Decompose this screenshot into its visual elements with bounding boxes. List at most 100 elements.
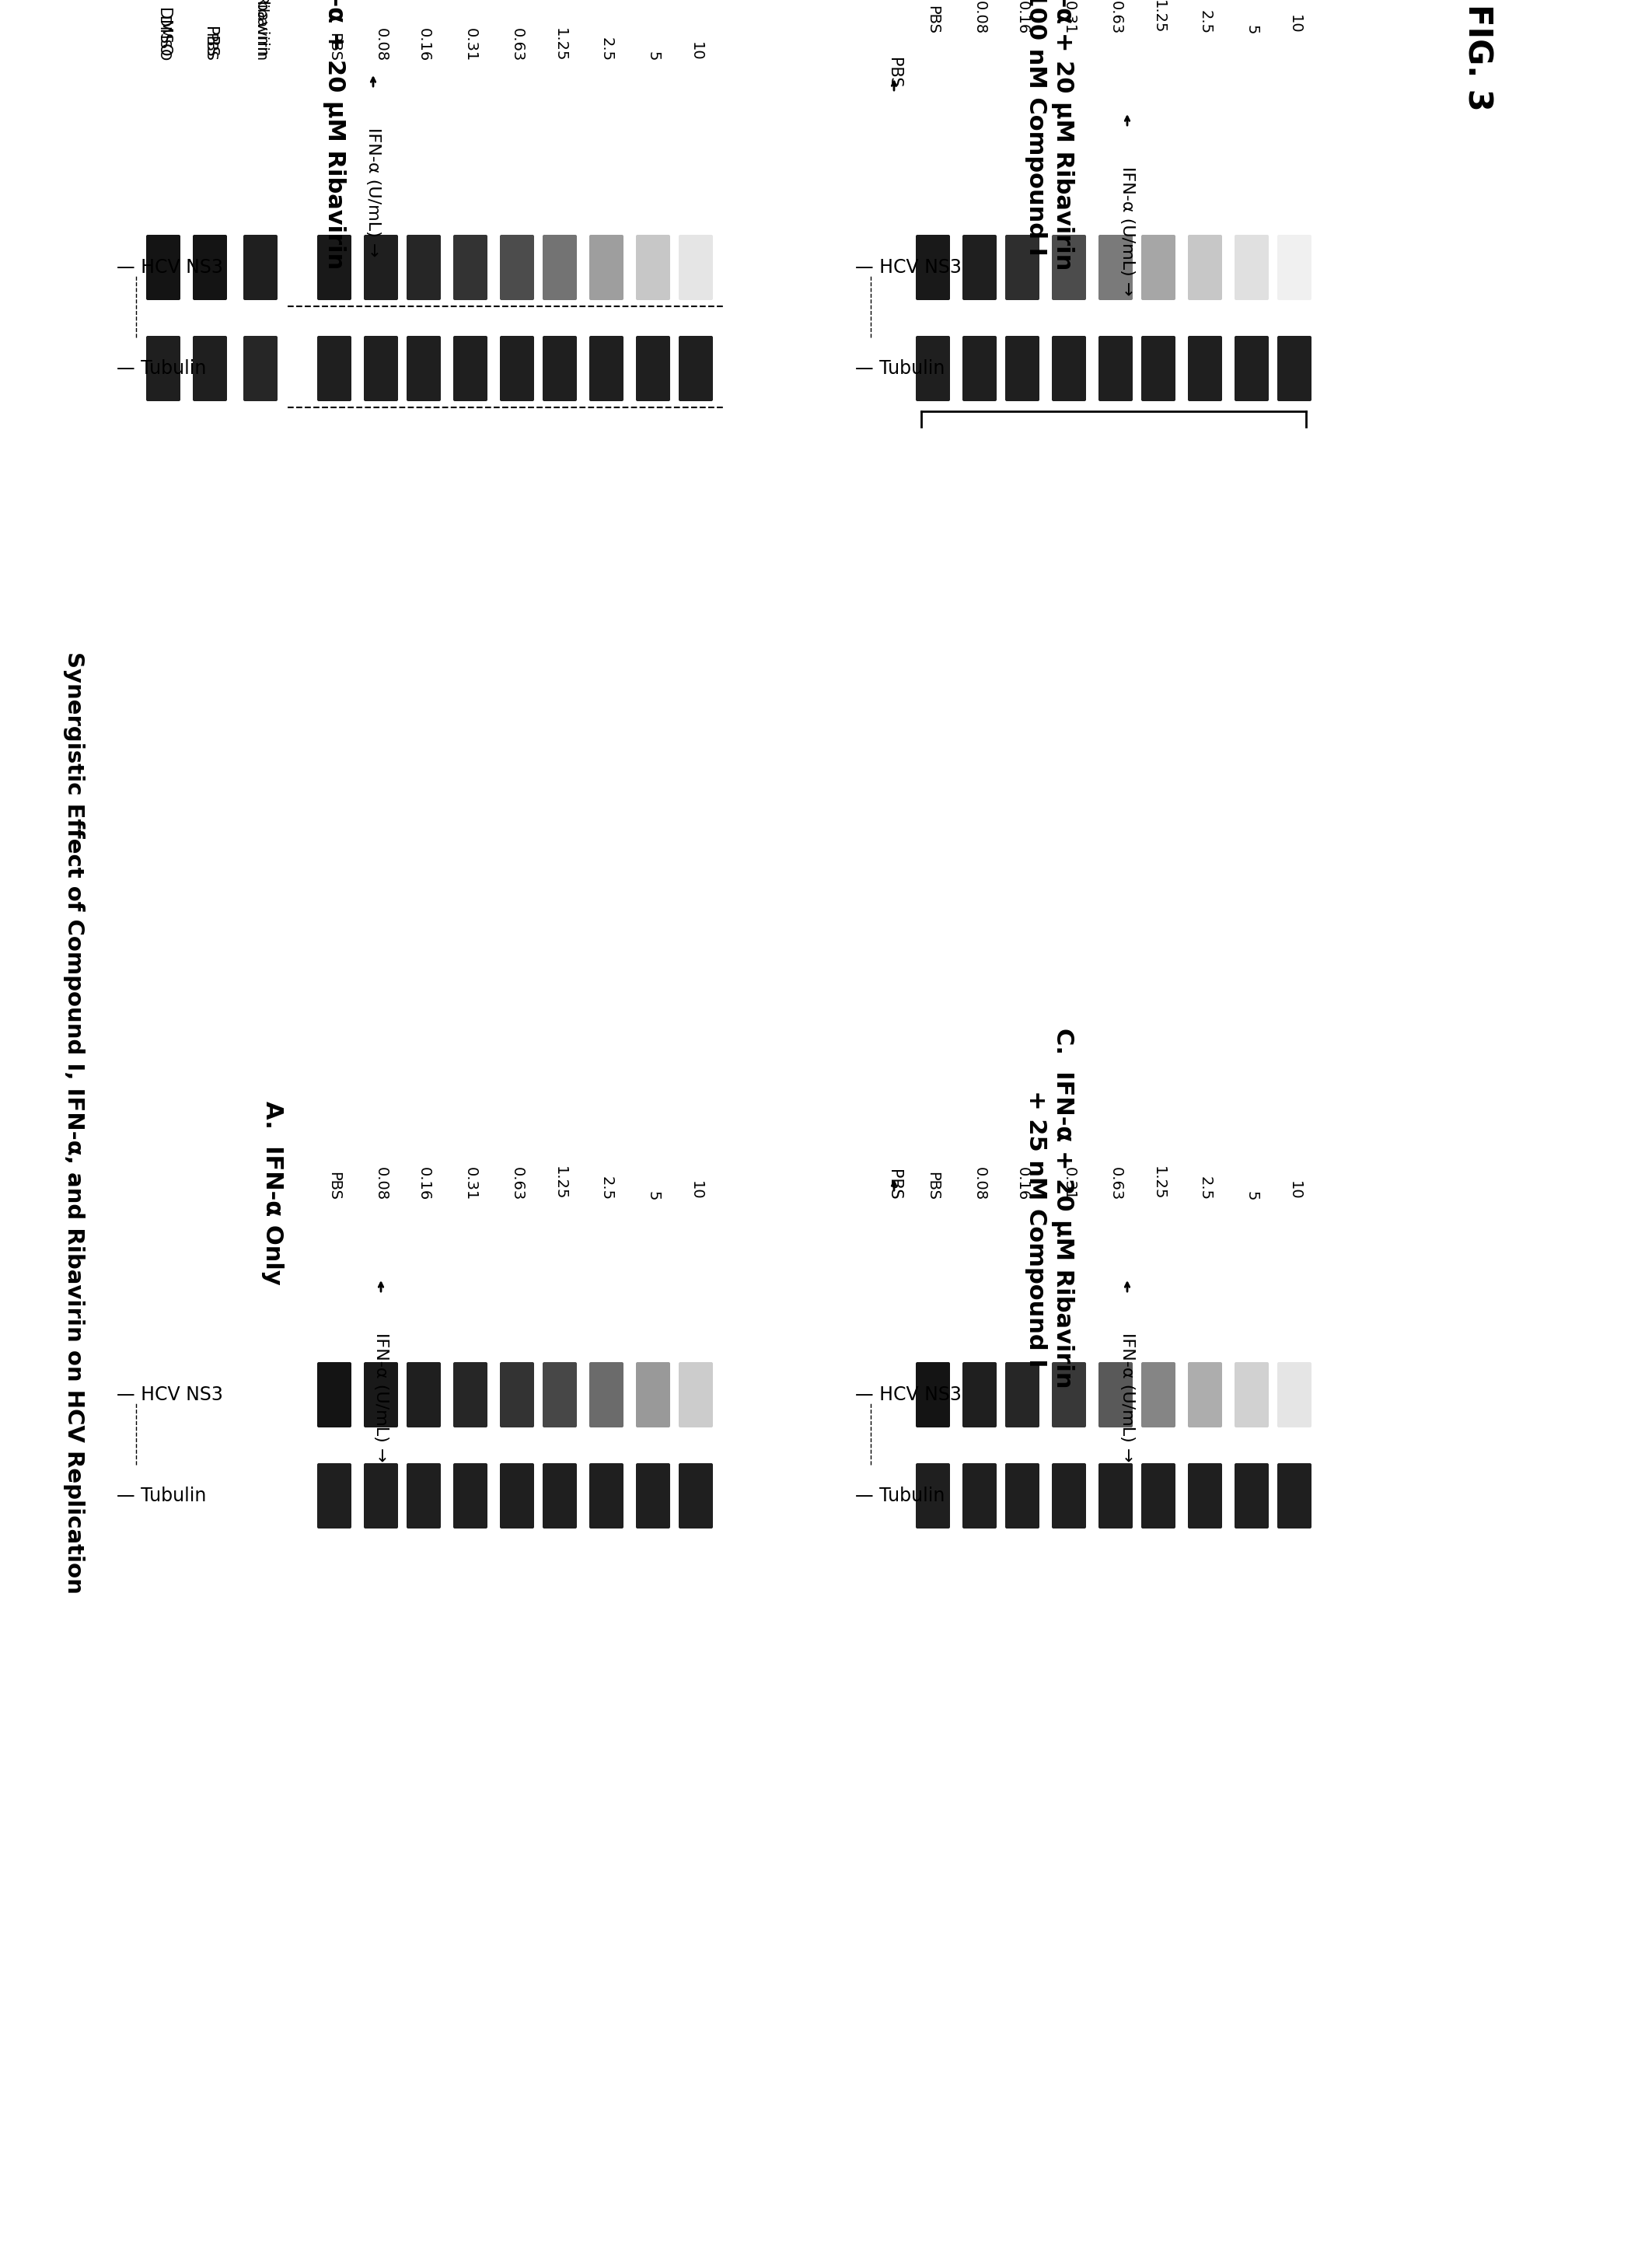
Text: 0.31: 0.31 [1062, 0, 1077, 34]
FancyBboxPatch shape [1142, 1361, 1176, 1427]
Text: 0.16: 0.16 [1014, 0, 1029, 34]
FancyBboxPatch shape [590, 335, 623, 400]
Text: 2.5: 2.5 [1198, 1177, 1213, 1202]
FancyBboxPatch shape [243, 234, 278, 299]
Text: 0.31: 0.31 [463, 1168, 477, 1202]
FancyBboxPatch shape [1188, 1361, 1222, 1427]
Text: 1.25: 1.25 [552, 1166, 567, 1202]
FancyBboxPatch shape [636, 1463, 671, 1528]
FancyBboxPatch shape [501, 1361, 534, 1427]
Text: — HCV NS3: — HCV NS3 [856, 1386, 961, 1404]
Text: — HCV NS3: — HCV NS3 [117, 1386, 223, 1404]
Text: IFN-α (U/mL) →: IFN-α (U/mL) → [1120, 166, 1135, 295]
FancyBboxPatch shape [915, 1361, 950, 1427]
Text: 5: 5 [1244, 1190, 1259, 1202]
Text: 0.16: 0.16 [416, 1168, 431, 1202]
FancyBboxPatch shape [145, 234, 180, 299]
FancyBboxPatch shape [915, 335, 950, 400]
FancyBboxPatch shape [1234, 1463, 1269, 1528]
Text: 2.5: 2.5 [600, 38, 615, 61]
Text: 0.31: 0.31 [463, 27, 477, 61]
FancyBboxPatch shape [317, 1463, 352, 1528]
Text: — Tubulin: — Tubulin [856, 1487, 945, 1505]
Text: 0.63: 0.63 [509, 1168, 524, 1202]
FancyBboxPatch shape [406, 1361, 441, 1427]
FancyBboxPatch shape [363, 335, 398, 400]
FancyBboxPatch shape [317, 234, 352, 299]
FancyBboxPatch shape [1234, 335, 1269, 400]
FancyBboxPatch shape [679, 1361, 714, 1427]
FancyBboxPatch shape [1234, 1361, 1269, 1427]
FancyBboxPatch shape [542, 1361, 577, 1427]
FancyBboxPatch shape [1099, 1463, 1133, 1528]
Text: 1.25: 1.25 [1151, 0, 1166, 34]
FancyBboxPatch shape [1004, 234, 1039, 299]
Text: DMSO: DMSO [155, 16, 170, 61]
Text: PBS: PBS [925, 1172, 940, 1202]
Text: PBS: PBS [885, 58, 902, 88]
FancyBboxPatch shape [1188, 1463, 1222, 1528]
FancyBboxPatch shape [1188, 234, 1222, 299]
FancyBboxPatch shape [590, 234, 623, 299]
FancyBboxPatch shape [963, 335, 996, 400]
FancyBboxPatch shape [317, 1361, 352, 1427]
FancyBboxPatch shape [1142, 1463, 1176, 1528]
FancyBboxPatch shape [363, 1361, 398, 1427]
Text: 0.16: 0.16 [1014, 1168, 1029, 1202]
Text: Synergistic Effect of Compound I, IFN-α, and Ribavirin on HCV Replication: Synergistic Effect of Compound I, IFN-α,… [63, 652, 84, 1593]
FancyBboxPatch shape [542, 335, 577, 400]
FancyBboxPatch shape [915, 234, 950, 299]
FancyBboxPatch shape [1142, 234, 1176, 299]
FancyBboxPatch shape [636, 234, 671, 299]
Text: FIG. 3: FIG. 3 [1460, 5, 1493, 110]
FancyBboxPatch shape [406, 1463, 441, 1528]
FancyBboxPatch shape [636, 335, 671, 400]
Text: 1.25: 1.25 [1151, 1166, 1166, 1202]
Text: PBS: PBS [925, 5, 940, 34]
FancyBboxPatch shape [1099, 335, 1133, 400]
FancyBboxPatch shape [1052, 1361, 1085, 1427]
Text: — HCV NS3: — HCV NS3 [856, 259, 961, 277]
FancyBboxPatch shape [679, 234, 714, 299]
FancyBboxPatch shape [1188, 335, 1222, 400]
Text: 0.16: 0.16 [416, 27, 431, 61]
Text: Ribavirin: Ribavirin [253, 0, 268, 58]
Text: 10: 10 [1287, 1181, 1302, 1202]
Text: D.  IFN-α + 20 μM Ribavirin
     + 100 nM Compound I: D. IFN-α + 20 μM Ribavirin + 100 nM Comp… [1024, 0, 1074, 270]
Text: Ribavirin: Ribavirin [253, 0, 268, 61]
FancyBboxPatch shape [590, 1361, 623, 1427]
Text: 0.08: 0.08 [971, 1168, 986, 1202]
FancyBboxPatch shape [453, 1361, 487, 1427]
Text: B.  IFN-α + 20 μM Ribavirin: B. IFN-α + 20 μM Ribavirin [322, 0, 345, 270]
Text: — Tubulin: — Tubulin [856, 360, 945, 378]
FancyBboxPatch shape [406, 234, 441, 299]
FancyBboxPatch shape [963, 1463, 996, 1528]
FancyBboxPatch shape [1277, 234, 1312, 299]
Text: PBS: PBS [203, 34, 218, 61]
Text: — Tubulin: — Tubulin [117, 1487, 206, 1505]
Text: IFN-α (U/mL) →: IFN-α (U/mL) → [365, 128, 382, 256]
FancyBboxPatch shape [1142, 335, 1176, 400]
FancyBboxPatch shape [145, 335, 180, 400]
FancyBboxPatch shape [501, 335, 534, 400]
Text: 2.5: 2.5 [1198, 9, 1213, 34]
Text: 0.08: 0.08 [373, 27, 388, 61]
FancyBboxPatch shape [193, 335, 226, 400]
FancyBboxPatch shape [1004, 1361, 1039, 1427]
FancyBboxPatch shape [1234, 234, 1269, 299]
Text: A.  IFN-α Only: A. IFN-α Only [261, 1100, 284, 1285]
Text: PBS: PBS [327, 34, 342, 61]
FancyBboxPatch shape [963, 234, 996, 299]
FancyBboxPatch shape [501, 234, 534, 299]
FancyBboxPatch shape [590, 1463, 623, 1528]
Text: 5: 5 [1244, 25, 1259, 34]
Text: 10: 10 [1287, 16, 1302, 34]
FancyBboxPatch shape [243, 335, 278, 400]
Text: 0.63: 0.63 [1108, 0, 1123, 34]
Text: C.  IFN-α + 20 μM Ribavirin
     + 25 nM Compound I: C. IFN-α + 20 μM Ribavirin + 25 nM Compo… [1024, 1028, 1074, 1388]
FancyBboxPatch shape [453, 234, 487, 299]
Text: 2.5: 2.5 [600, 1177, 615, 1202]
Text: PBS: PBS [885, 1170, 902, 1202]
Text: 10: 10 [689, 43, 704, 61]
Text: 5: 5 [646, 52, 661, 61]
